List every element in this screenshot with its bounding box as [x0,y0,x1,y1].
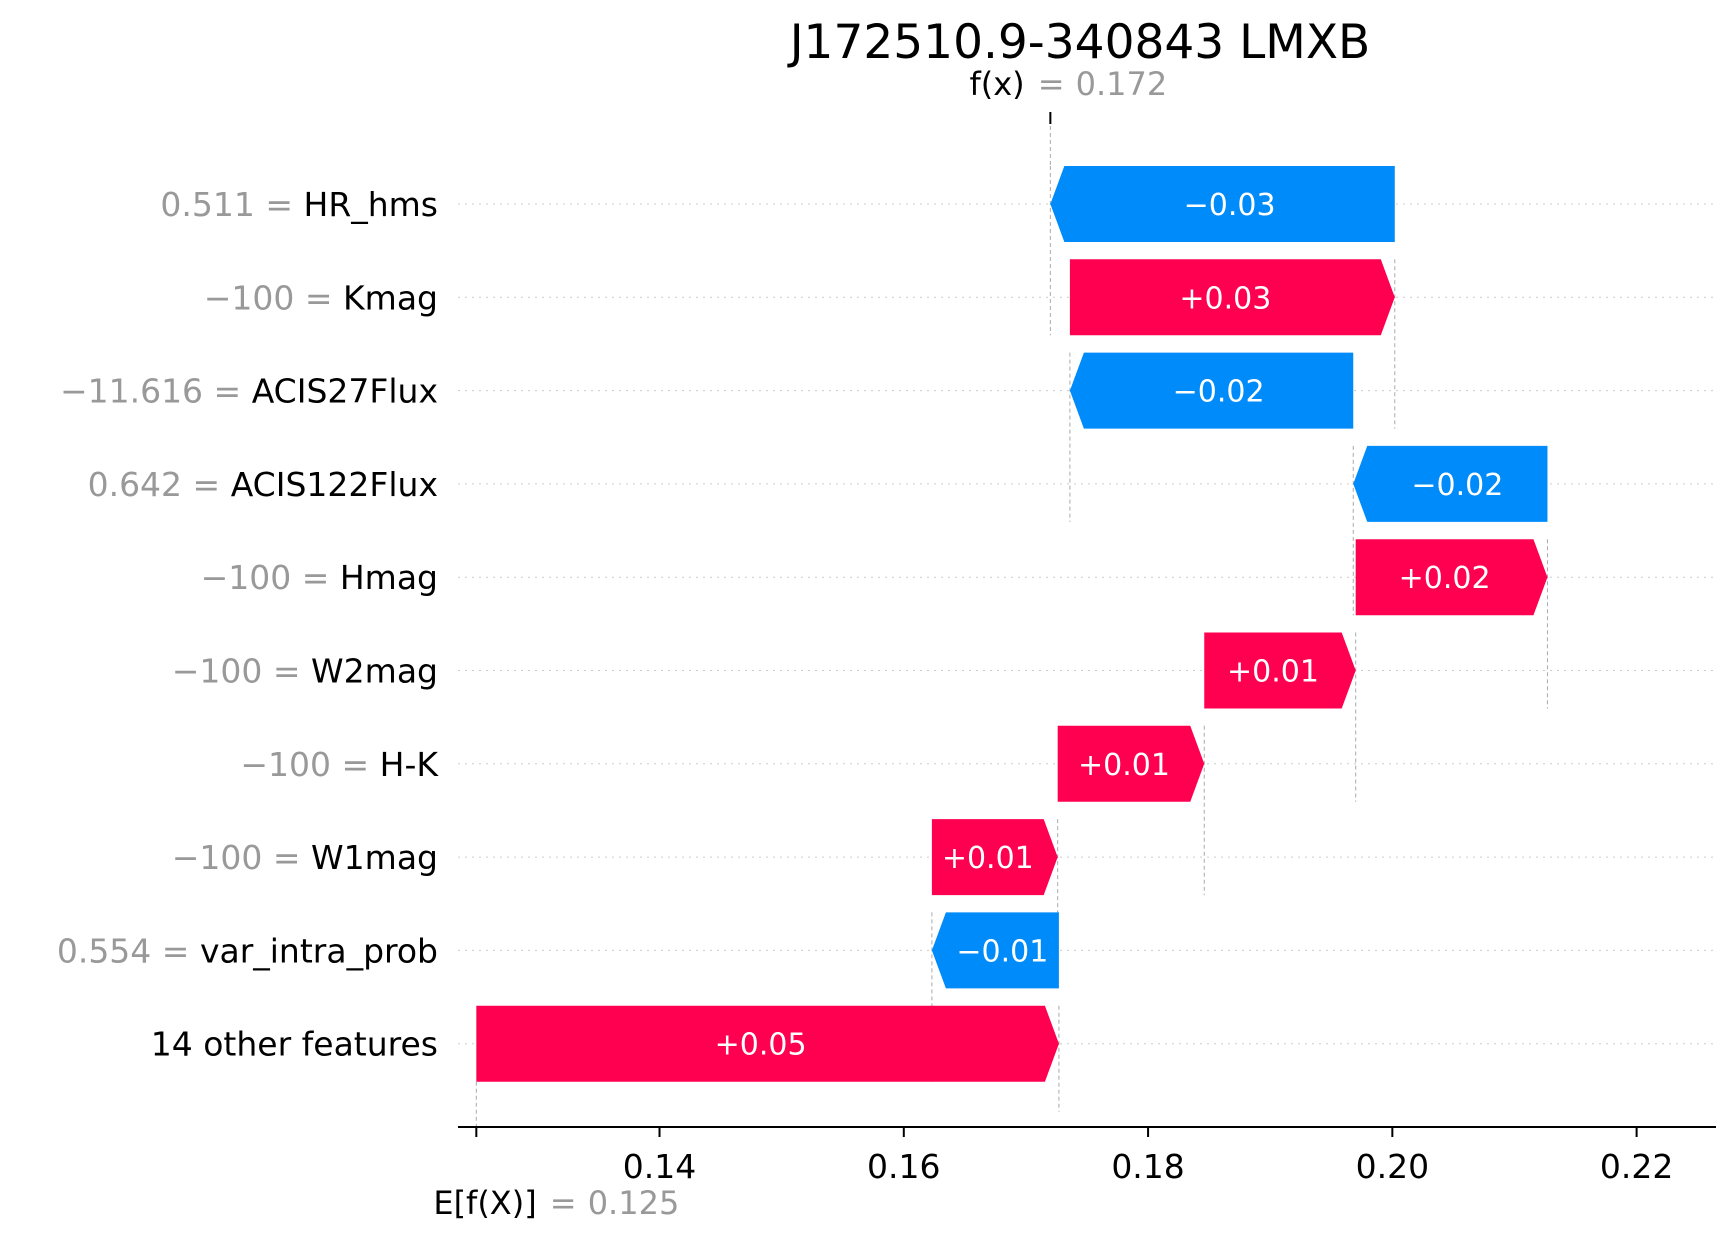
chart-title: J172510.9-340843 LMXB [787,15,1371,70]
x-axis-ticks: 0.14 0.16 0.18 0.20 0.22 [475,1127,1673,1186]
feature-label: 14 other features [151,1025,438,1064]
efx-annotation: E[f(X)] = 0.125 [433,1184,679,1222]
feature-label: 0.511 = HR_hms [160,185,438,224]
feature-name: W1mag [311,838,438,877]
feature-name: W2mag [311,652,438,691]
feature-value: 0.511 = [160,185,303,224]
fx-label: f(x) [969,65,1024,103]
positive-bar [1057,725,1205,802]
negative-bar [1069,352,1354,429]
feature-labels: 0.511 = HR_hms −100 = Kmag −11.616 = ACIS2… [57,185,440,1064]
feature-name: Kmag [343,278,438,317]
feature-label: 0.642 = ACIS122Flux [88,465,438,504]
x-tick-label: 0.20 [1356,1147,1429,1186]
feature-value: −11.616 = [60,372,252,411]
bar-value-label: +0.02 [1399,561,1491,596]
bar-value-label: −0.02 [1173,375,1265,410]
feature-label: −100 = Kmag [204,278,438,317]
positive-bar [476,1005,1059,1082]
feature-value: −100 = [172,652,311,691]
feature-label: −100 = H-K [240,745,439,784]
negative-bar [1050,166,1395,242]
positive-bar [1355,539,1548,616]
fx-annotation: f(x) = 0.172 [969,65,1167,103]
feature-label: −100 = W2mag [172,652,438,691]
feature-name: H-K [380,745,440,784]
x-tick-label: 0.18 [1111,1147,1184,1186]
x-tick-label: 0.22 [1600,1147,1673,1186]
feature-label: 0.554 = var_intra_prob [57,931,438,970]
feature-value: 0.554 = [57,931,200,970]
negative-bar [1353,445,1548,522]
positive-bar [931,819,1058,896]
bar-value-label: +0.01 [1227,655,1319,690]
bar-value-label: −0.02 [1411,468,1503,503]
positive-bar [1069,259,1395,336]
x-tick-label: 0.14 [623,1147,696,1186]
bar-value-label: +0.01 [942,841,1034,876]
feature-value: 0.642 = [88,465,231,504]
feature-value: −100 = [201,558,340,597]
bar-value-label: +0.03 [1179,281,1271,316]
feature-value: −100 = [172,838,311,877]
efx-label: E[f(X)] [433,1184,536,1222]
bar-value-label: −0.01 [956,934,1048,969]
feature-value: −100 = [240,745,379,784]
bars: −0.03 +0.03 −0.02 −0.02 +0.02 +0.01 +0.01 +0.01… [476,166,1548,1082]
feature-name: ACIS27Flux [252,372,438,411]
efx-value: 0.125 [588,1184,680,1222]
feature-name: Hmag [340,558,438,597]
fx-eq: = [1038,65,1065,103]
fx-value: 0.172 [1076,65,1168,103]
bar-value-label: −0.03 [1184,188,1276,223]
feature-name: var_intra_prob [200,931,438,970]
positive-bar [1204,632,1356,709]
feature-name: 14 other features [151,1025,438,1064]
negative-bar [931,912,1059,989]
bar-value-label: +0.05 [715,1028,807,1063]
bar-value-label: +0.01 [1078,748,1170,783]
feature-value: −100 = [204,278,343,317]
x-tick-label: 0.16 [867,1147,940,1186]
efx-eq: = [550,1184,577,1222]
feature-label: −11.616 = ACIS27Flux [60,372,438,411]
feature-label: −100 = W1mag [172,838,438,877]
feature-label: −100 = Hmag [201,558,438,597]
feature-name: HR_hms [304,185,439,224]
feature-name: ACIS122Flux [231,465,438,504]
